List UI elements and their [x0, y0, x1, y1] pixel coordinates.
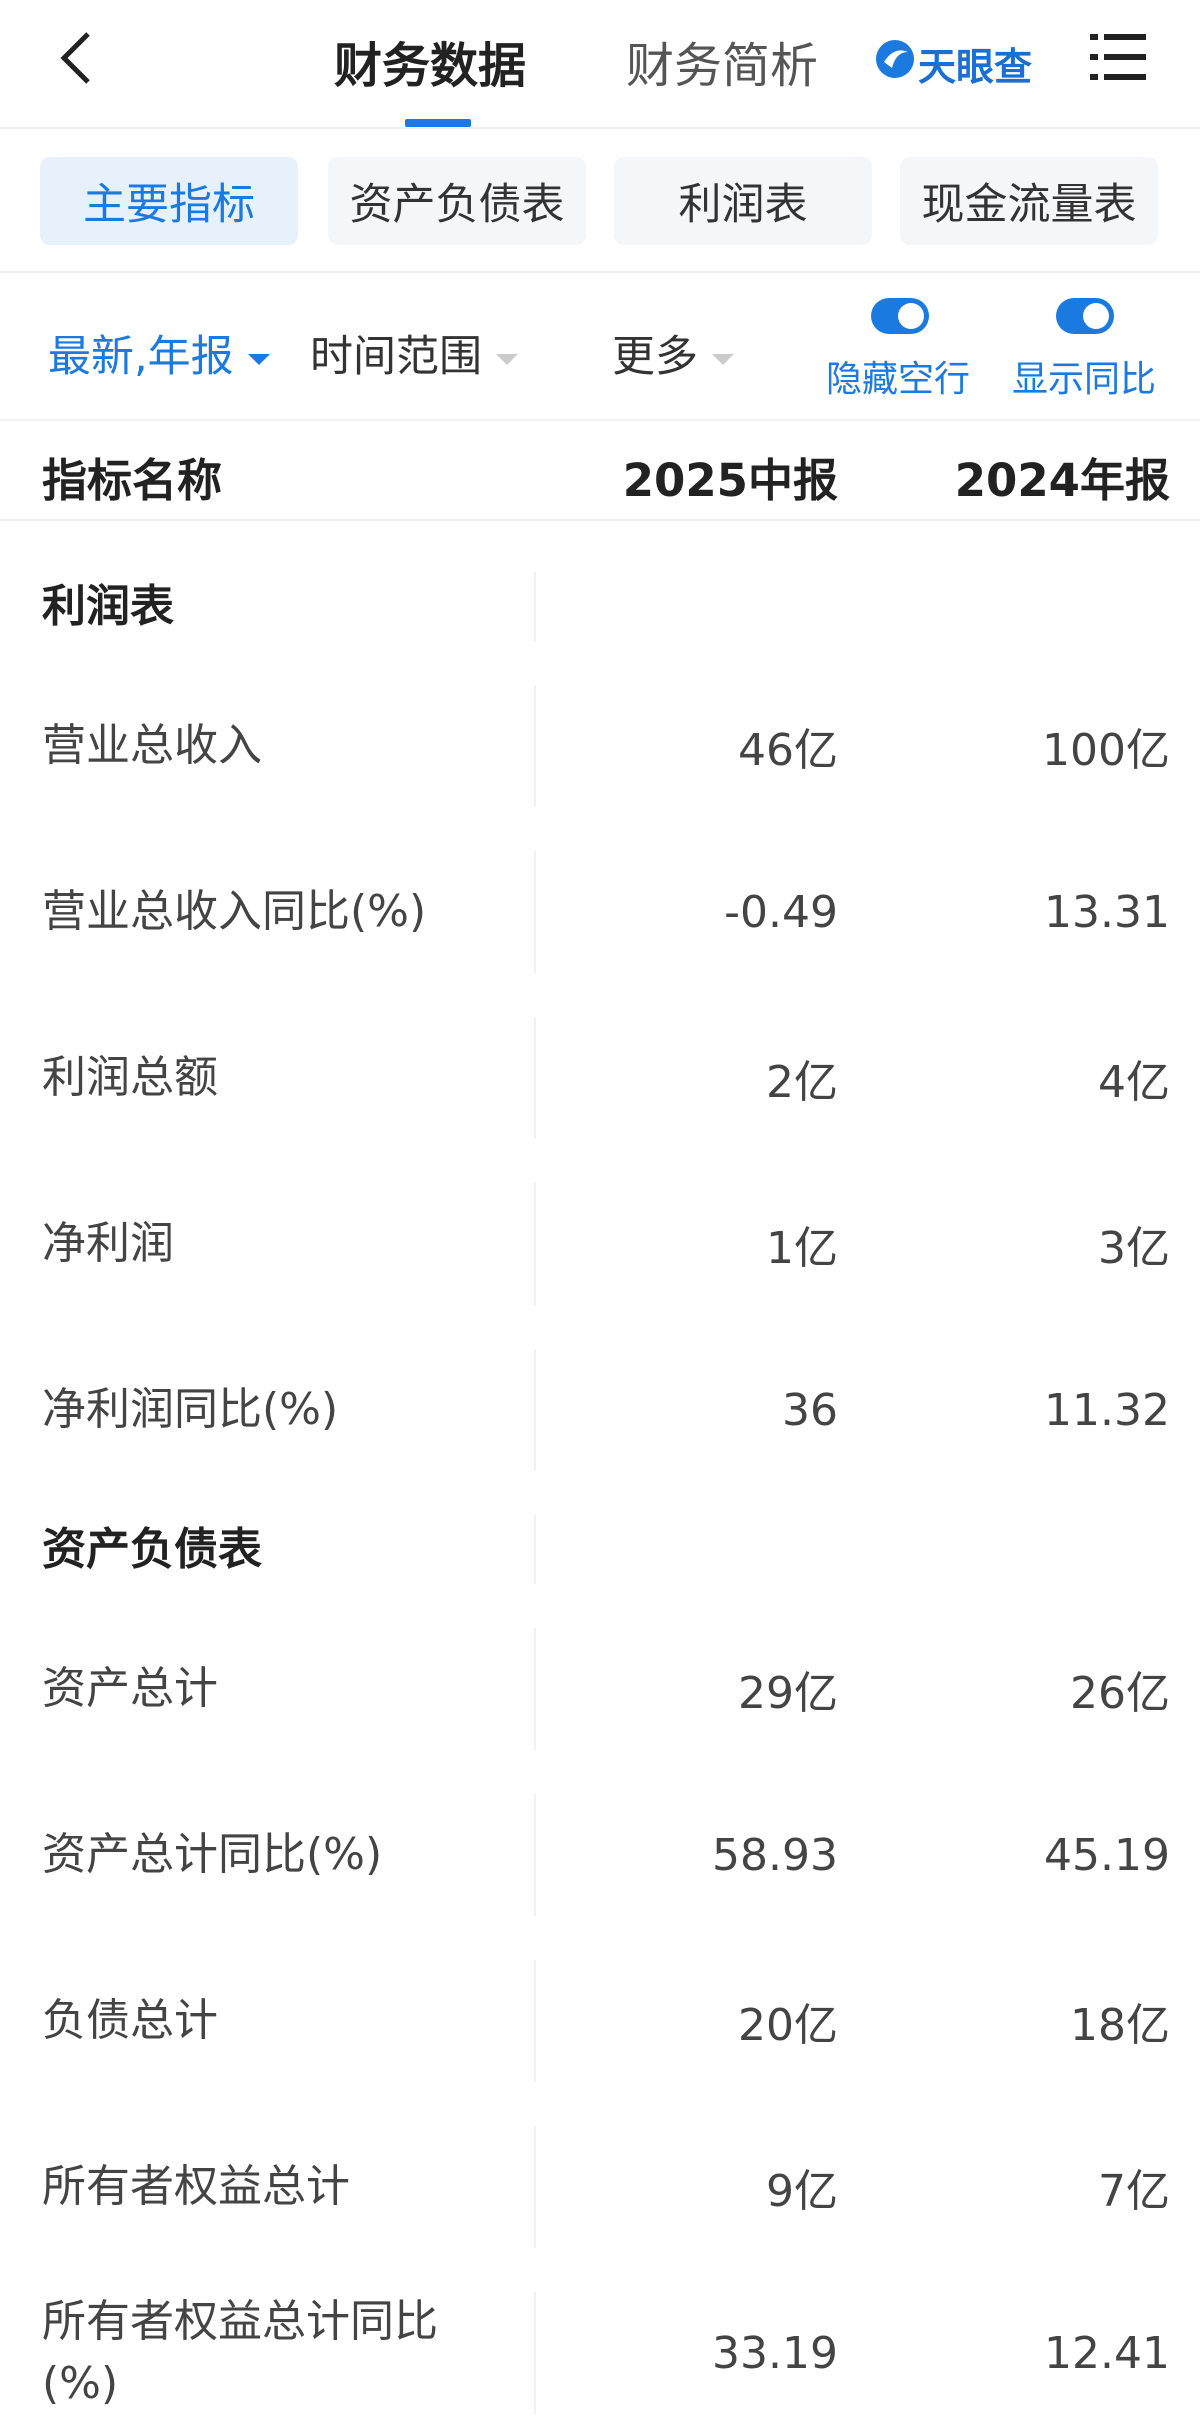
subtab-active[interactable]: 主要指标: [40, 157, 298, 245]
column-separator: [534, 1183, 536, 1305]
cell-value: 11.32: [1044, 1384, 1170, 1436]
column-separator: [534, 1349, 536, 1471]
column-separator: [534, 1960, 536, 2082]
column-separator: [534, 1794, 536, 1916]
toggle-label: 显示同比: [1012, 359, 1157, 400]
row-label: 负债总计: [42, 1995, 218, 2047]
data-row: 所有者权益总计同比(%) 33.19 12.41: [0, 2270, 1200, 2436]
data-row: 资产总计 29亿 26亿: [0, 1606, 1200, 1772]
data-row: 净利润同比(%) 36 11.32: [0, 1327, 1200, 1493]
back-button[interactable]: [56, 30, 96, 86]
divider: [0, 127, 1200, 129]
cell-value: 29亿: [738, 1668, 838, 1719]
cell-value: 18亿: [1070, 2000, 1170, 2051]
data-row: 营业总收入 46亿 100亿: [0, 663, 1200, 829]
logo-icon: [876, 40, 914, 78]
divider: [0, 519, 1200, 521]
toggle-label: 隐藏空行: [826, 359, 971, 400]
tab[interactable]: 财务简析: [626, 38, 819, 94]
toggle[interactable]: [1056, 298, 1114, 334]
cell-value: -0.49: [724, 886, 838, 938]
column-separator: [534, 1628, 536, 1750]
section-row: 资产负债表: [0, 1493, 1200, 1606]
data-row: 资产总计同比(%) 58.93 45.19: [0, 1772, 1200, 1938]
cell-value: 46亿: [738, 725, 838, 776]
toggle[interactable]: [871, 298, 929, 334]
cell-value: 2亿: [766, 1057, 838, 1108]
data-row: 所有者权益总计 9亿 7亿: [0, 2104, 1200, 2270]
section-title: 利润表: [42, 580, 174, 632]
section-title: 资产负债表: [42, 1523, 262, 1575]
period-filter[interactable]: 最新,年报: [48, 322, 270, 384]
cell-value: 58.93: [712, 1829, 838, 1881]
caret: [247, 354, 270, 365]
tab-active[interactable]: 财务数据: [334, 38, 527, 94]
subtab[interactable]: 资产负债表: [328, 157, 586, 245]
logo-text: 天眼查: [918, 45, 1033, 89]
cell-value: 100亿: [1042, 725, 1170, 776]
column-header: 2025中报: [622, 454, 838, 507]
row-label: 所有者权益总计: [42, 2161, 350, 2213]
cell-value: 4亿: [1098, 1057, 1170, 1108]
subtab[interactable]: 利润表: [614, 157, 872, 245]
range-label: 时间范围: [310, 332, 482, 382]
row-label: 利润总额: [42, 1052, 218, 1104]
divider: [0, 419, 1200, 421]
tab-underline: [405, 119, 471, 127]
period-label: 最新,年报: [48, 332, 234, 382]
column-separator: [534, 685, 536, 807]
row-label: 净利润同比(%): [42, 1384, 339, 1436]
row-label: 所有者权益总计同比(%): [42, 2296, 438, 2409]
cell-value: 7亿: [1098, 2166, 1170, 2217]
data-row: 营业总收入同比(%) -0.49 13.31: [0, 829, 1200, 995]
data-row: 净利润 1亿 3亿: [0, 1161, 1200, 1327]
data-row: 利润总额 2亿 4亿: [0, 995, 1200, 1161]
column-separator: [534, 1515, 536, 1584]
column-separator: [534, 1017, 536, 1139]
column-header: 指标名称: [42, 454, 223, 507]
range-filter[interactable]: 时间范围: [310, 322, 518, 384]
row-label: 净利润: [42, 1218, 174, 1270]
cell-value: 36: [782, 1384, 838, 1436]
cell-value: 3亿: [1098, 1223, 1170, 1274]
menu-button[interactable]: [1090, 32, 1146, 82]
column-separator: [534, 572, 536, 641]
data-row: 负债总计 20亿 18亿: [0, 1938, 1200, 2104]
cell-value: 1亿: [766, 1223, 838, 1274]
divider: [0, 271, 1200, 273]
row-label: 资产总计同比(%): [42, 1829, 383, 1881]
row-label: 营业总收入同比(%): [42, 886, 427, 938]
section-row: 利润表: [0, 550, 1200, 663]
cell-value: 26亿: [1070, 1668, 1170, 1719]
cell-value: 13.31: [1044, 886, 1170, 938]
caret: [712, 354, 734, 365]
column-separator: [534, 851, 536, 973]
cell-value: 45.19: [1044, 1829, 1170, 1881]
row-label: 营业总收入: [42, 720, 262, 772]
column-separator: [534, 2292, 536, 2414]
subtab[interactable]: 现金流量表: [900, 157, 1158, 245]
cell-value: 9亿: [766, 2166, 838, 2217]
more-label: 更多: [612, 332, 698, 382]
column-separator: [534, 2126, 536, 2248]
caret: [496, 354, 518, 365]
cell-value: 12.41: [1044, 2327, 1170, 2379]
cell-value: 33.19: [712, 2327, 838, 2379]
row-label: 资产总计: [42, 1663, 218, 1715]
more-filter[interactable]: 更多: [612, 322, 734, 384]
column-header: 2024年报: [954, 454, 1170, 507]
cell-value: 20亿: [738, 2000, 838, 2051]
page: {"header": {"tabs": ["财务数据", "财务简析"], "l…: [0, 30, 1200, 2414]
